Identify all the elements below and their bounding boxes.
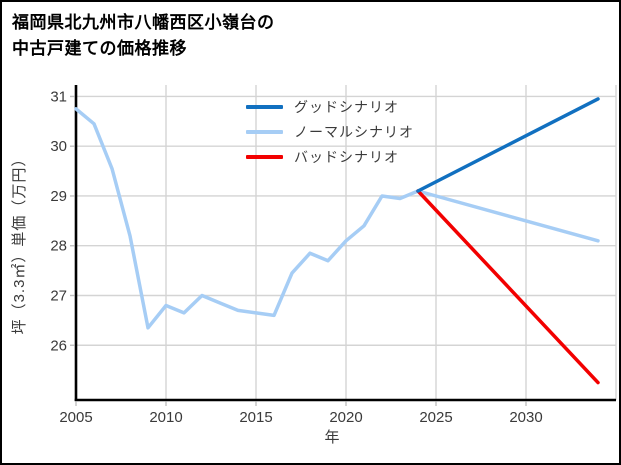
bad-scenario-line-icon	[246, 154, 283, 159]
x-tick-label: 2025	[419, 409, 452, 426]
x-tick-label: 2015	[239, 409, 272, 426]
y-tick-label: 31	[50, 88, 67, 105]
legend-item-bad-scenario: バッドシナリオ	[246, 144, 414, 169]
legend-label-normal-scenario: ノーマルシナリオ	[294, 123, 414, 140]
normal-scenario-line	[74, 107, 600, 330]
y-tick-label: 27	[50, 287, 67, 304]
x-axis-label: 年	[324, 429, 339, 446]
chart-title-line-2: 中古戸建ての価格推移	[12, 39, 187, 58]
chart-title-line-1: 福岡県北九州市八幡西区小嶺台の	[12, 13, 275, 32]
x-tick-label: 2030	[509, 409, 542, 426]
y-tick-label: 26	[50, 337, 67, 354]
legend-label-good-scenario: グッドシナリオ	[294, 98, 399, 115]
y-tick-label: 29	[50, 188, 67, 205]
y-axis-label: 坪（3.3㎡）単価（万円）	[11, 151, 28, 335]
x-tick-label: 2020	[329, 409, 362, 426]
x-tick-label: 2010	[149, 409, 182, 426]
bad-scenario-line	[416, 189, 600, 385]
normal-scenario-line-icon	[246, 129, 283, 134]
y-tick-label: 28	[50, 238, 67, 255]
good-scenario-line-icon	[246, 104, 283, 109]
legend-item-good-scenario: グッドシナリオ	[246, 94, 414, 119]
x-tick-label: 2005	[59, 409, 92, 426]
good-scenario-line	[416, 97, 600, 193]
legend: グッドシナリオ ノーマルシナリオ バッドシナリオ	[246, 94, 414, 169]
y-tick-label: 30	[50, 138, 67, 155]
legend-label-bad-scenario: バッドシナリオ	[294, 148, 399, 165]
chart-title: 福岡県北九州市八幡西区小嶺台の 中古戸建ての価格推移	[12, 10, 275, 62]
legend-item-normal-scenario: ノーマルシナリオ	[246, 119, 414, 144]
